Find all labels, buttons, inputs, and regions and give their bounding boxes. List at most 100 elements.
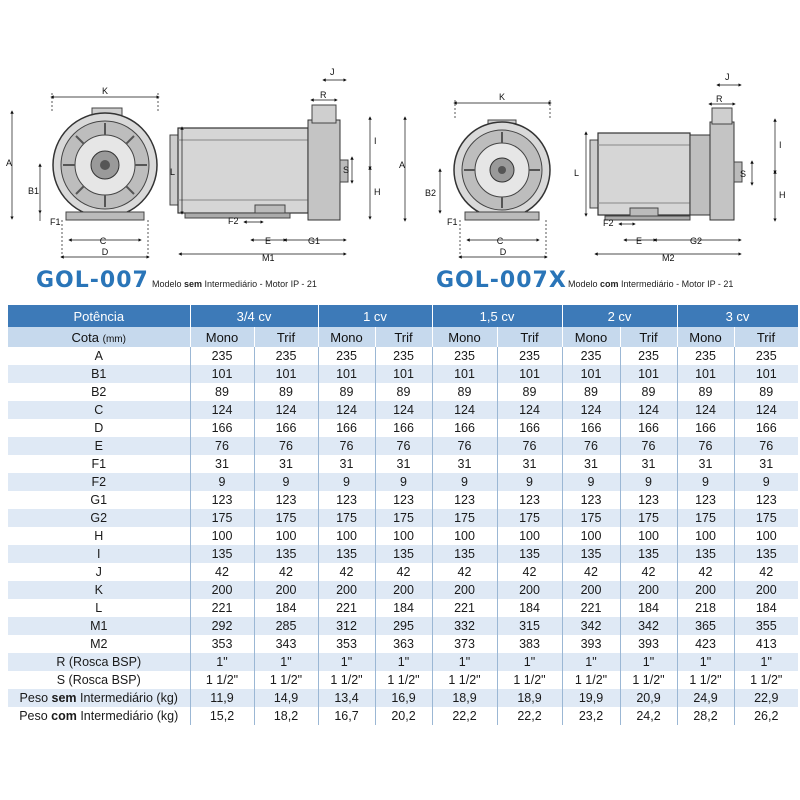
table-cell: 28,2 — [677, 707, 735, 725]
row-label: G1 — [8, 491, 191, 509]
table-cell: 42 — [190, 563, 255, 581]
table-cell: 100 — [734, 527, 798, 545]
table-cell: 24,9 — [677, 689, 735, 707]
dim-l-left: L — [170, 167, 175, 177]
table-cell: 31 — [432, 455, 498, 473]
table-cell: 101 — [375, 365, 433, 383]
table-cell: 1" — [190, 653, 255, 671]
power-header: 2 cv — [562, 305, 678, 327]
row-label: C — [8, 401, 191, 419]
table-cell: 124 — [734, 401, 798, 419]
table-cell: 123 — [562, 491, 621, 509]
side-dimensions-gol-007x — [584, 83, 777, 256]
table-cell: 89 — [190, 383, 255, 401]
table-cell: 18,2 — [254, 707, 319, 725]
table-cell: 235 — [497, 347, 563, 365]
power-header: 3 cv — [677, 305, 799, 327]
row-label: J — [8, 563, 191, 581]
table-row: C 124 124 124 124 124 124 124 124 124 124 — [8, 401, 798, 419]
table-row: B2 89 89 89 89 89 89 89 89 89 89 — [8, 383, 798, 401]
table-cell: 135 — [318, 545, 376, 563]
dim-i-left: I — [374, 136, 377, 146]
table-cell: 101 — [254, 365, 319, 383]
table-cell: 175 — [497, 509, 563, 527]
table-cell: 200 — [677, 581, 735, 599]
phase-header: Trif — [254, 327, 319, 347]
table-cell: 355 — [734, 617, 798, 635]
table-cell: 20,9 — [620, 689, 678, 707]
table-cell: 124 — [677, 401, 735, 419]
dim-h-left: H — [374, 187, 381, 197]
table-cell: 31 — [734, 455, 798, 473]
table-cell: 24,2 — [620, 707, 678, 725]
phase-header: Mono — [318, 327, 376, 347]
table-cell: 315 — [497, 617, 563, 635]
table-cell: 166 — [734, 419, 798, 437]
table-cell: 1 1/2" — [375, 671, 433, 689]
table-cell: 100 — [677, 527, 735, 545]
row-label: G2 — [8, 509, 191, 527]
technical-drawings: K A B1 F1 C D J R I S H L F2 E G1 M1 — [6, 67, 786, 263]
table-cell: 76 — [318, 437, 376, 455]
table-header-power: Potência 3/4 cv 1 cv 1,5 cv 2 cv 3 cv — [8, 305, 799, 327]
table-cell: 184 — [734, 599, 798, 617]
phase-header: Mono — [562, 327, 621, 347]
table-cell: 383 — [497, 635, 563, 653]
table-cell: 101 — [734, 365, 798, 383]
table-cell: 1" — [432, 653, 498, 671]
table-cell: 31 — [497, 455, 563, 473]
table-cell: 42 — [620, 563, 678, 581]
table-cell: 123 — [620, 491, 678, 509]
table-row: E 76 76 76 76 76 76 76 76 76 76 — [8, 437, 798, 455]
table-cell: 332 — [432, 617, 498, 635]
dim-b1: B1 — [28, 186, 39, 196]
table-cell: 1 1/2" — [318, 671, 376, 689]
table-cell: 343 — [254, 635, 319, 653]
power-header: 3/4 cv — [190, 305, 319, 327]
table-cell: 13,4 — [318, 689, 376, 707]
table-cell: 11,9 — [190, 689, 255, 707]
table-cell: 1" — [497, 653, 563, 671]
table-cell: 175 — [190, 509, 255, 527]
dim-d-right: D — [500, 247, 507, 257]
table-cell: 123 — [375, 491, 433, 509]
row-label: S (Rosca BSP) — [8, 671, 191, 689]
table-cell: 1 1/2" — [620, 671, 678, 689]
phase-header: Trif — [620, 327, 678, 347]
dim-h-right: H — [779, 190, 786, 200]
dim-e-right: E — [636, 236, 642, 246]
table-cell: 18,9 — [432, 689, 498, 707]
table-cell: 166 — [432, 419, 498, 437]
phase-header: Mono — [190, 327, 255, 347]
table-cell: 175 — [734, 509, 798, 527]
table-cell: 100 — [190, 527, 255, 545]
table-cell: 42 — [318, 563, 376, 581]
table-cell: 423 — [677, 635, 735, 653]
table-cell: 235 — [254, 347, 319, 365]
table-cell: 26,2 — [734, 707, 798, 725]
table-row: H 100 100 100 100 100 100 100 100 100 100 — [8, 527, 798, 545]
table-cell: 166 — [497, 419, 563, 437]
table-cell: 200 — [562, 581, 621, 599]
table-cell: 100 — [318, 527, 376, 545]
dim-d-left: D — [102, 247, 109, 257]
table-cell: 1 1/2" — [497, 671, 563, 689]
table-cell: 200 — [620, 581, 678, 599]
table-cell: 166 — [190, 419, 255, 437]
side-view-gol-007 — [169, 104, 349, 221]
table-row: F1 31 31 31 31 31 31 31 31 31 31 — [8, 455, 798, 473]
table-cell: 1" — [375, 653, 433, 671]
table-cell: 124 — [190, 401, 255, 419]
table-cell: 235 — [562, 347, 621, 365]
table-cell: 184 — [497, 599, 563, 617]
dimensions-table: Potência 3/4 cv 1 cv 1,5 cv 2 cv 3 cv Co… — [8, 305, 799, 725]
table-row: K 200 200 200 200 200 200 200 200 200 200 — [8, 581, 798, 599]
row-label: M1 — [8, 617, 191, 635]
front-dimensions-gol-007x — [403, 100, 552, 260]
table-cell: 9 — [620, 473, 678, 491]
table-cell: 76 — [677, 437, 735, 455]
table-cell: 200 — [190, 581, 255, 599]
table-cell: 200 — [432, 581, 498, 599]
table-cell: 1 1/2" — [190, 671, 255, 689]
table-cell: 235 — [318, 347, 376, 365]
